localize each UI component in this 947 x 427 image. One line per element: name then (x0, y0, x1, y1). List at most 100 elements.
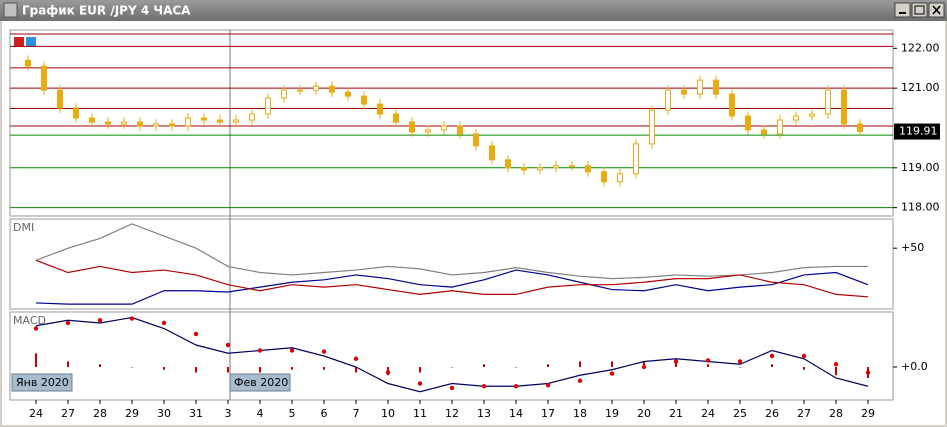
candle-body (393, 113, 399, 123)
panel-title: DMI (13, 221, 34, 234)
candle-body (793, 115, 799, 121)
x-tick-label: 21 (669, 407, 683, 420)
signal-dot (257, 348, 263, 353)
histogram-bar (259, 367, 261, 373)
candle-body (201, 117, 207, 121)
y-tick-label: +50 (901, 241, 924, 254)
x-tick-label: 11 (413, 407, 427, 420)
signal-dot (737, 359, 743, 364)
candle-body (361, 95, 367, 105)
candle-body (809, 113, 815, 117)
signal-dot (225, 342, 231, 348)
histogram-bar (451, 367, 453, 368)
candle-body (121, 121, 127, 125)
x-tick-label: 4 (257, 407, 264, 420)
last-price-label: 119.91 (899, 125, 938, 138)
candle-body (313, 85, 319, 91)
signal-dot (321, 349, 327, 354)
candle-body (745, 115, 751, 131)
y-tick-label: 121.00 (901, 81, 940, 94)
title-bar (0, 0, 947, 21)
y-tick-label: +0.0 (901, 360, 928, 373)
candle-body (441, 125, 447, 131)
candle-body (617, 173, 623, 183)
candle-body (57, 89, 63, 109)
window-icon (3, 2, 18, 18)
candle-body (457, 125, 463, 135)
date-tag: Янв 2020 (16, 376, 69, 389)
series-line (35, 316, 869, 393)
maximize-button[interactable] (911, 2, 928, 18)
series-line (35, 259, 869, 298)
histogram-bar (131, 367, 133, 368)
window-title: График EUR /JPY 4 ЧАСА (22, 4, 191, 18)
x-tick-label: 5 (289, 407, 296, 420)
y-tick-label: 122.00 (901, 41, 940, 54)
y-tick-label: 118.00 (901, 201, 940, 214)
x-tick-label: 24 (29, 407, 43, 420)
histogram-bar (355, 367, 357, 373)
candle-body (777, 119, 783, 135)
histogram-bar (771, 364, 773, 367)
candle-body (233, 119, 239, 123)
signal-dot (673, 359, 679, 364)
x-tick-label: 3 (225, 407, 232, 420)
candle-body (505, 159, 511, 169)
x-tick-label: 25 (733, 407, 747, 420)
signal-dot (513, 384, 519, 389)
signal-dot (641, 364, 647, 370)
color-toggle-red[interactable] (14, 37, 24, 47)
signal-dot (833, 362, 839, 367)
candle-body (265, 97, 271, 115)
x-tick-label: 30 (157, 407, 171, 420)
candle-body (713, 79, 719, 95)
last-price-box (894, 123, 940, 140)
signal-dot (609, 371, 615, 376)
color-toggle-blue[interactable] (26, 37, 36, 47)
window-buttons[interactable] (894, 2, 945, 18)
candle-body (169, 123, 175, 127)
signal-dot (705, 358, 711, 363)
candle-body (825, 89, 831, 115)
candle-body (857, 123, 863, 133)
histogram-bar (707, 364, 709, 367)
panel-title: MACD (13, 314, 46, 327)
date-tag: Фев 2020 (234, 376, 288, 389)
candle-body (585, 165, 591, 173)
histogram-bar (291, 367, 293, 370)
x-tick-label: 20 (637, 407, 651, 420)
candle-body (409, 121, 415, 133)
signal-dot (417, 381, 423, 386)
histogram-bar (579, 361, 581, 367)
x-tick-label: 29 (125, 407, 139, 420)
histogram-bar (227, 367, 229, 373)
candle-body (729, 93, 735, 117)
signal-dot (449, 385, 455, 391)
series-line (35, 223, 868, 280)
x-tick-label: 17 (541, 407, 555, 420)
y-tick-label: 119.00 (901, 161, 940, 174)
x-tick-label: 19 (605, 407, 619, 420)
histogram-bar (675, 362, 677, 367)
x-tick-label: 14 (509, 407, 523, 420)
candle-body (105, 121, 111, 125)
signal-dot (385, 370, 391, 375)
histogram-bar (99, 364, 101, 367)
candle-body (345, 91, 351, 97)
histogram-bar (643, 361, 645, 367)
x-tick-label: 27 (797, 407, 811, 420)
x-tick-label: 26 (765, 407, 779, 420)
signal-dot (353, 356, 359, 361)
minimize-button[interactable] (894, 2, 911, 18)
dmi-panel (9, 218, 894, 310)
signal-dot (865, 370, 871, 375)
candle-body (297, 89, 303, 92)
x-tick-label: 28 (829, 407, 843, 420)
signal-dot (65, 320, 71, 326)
x-tick-label: 29 (861, 407, 875, 420)
candle-body (665, 89, 671, 111)
signal-dot (545, 382, 551, 388)
histogram-bar (835, 367, 837, 376)
x-tick-label: 28 (93, 407, 107, 420)
